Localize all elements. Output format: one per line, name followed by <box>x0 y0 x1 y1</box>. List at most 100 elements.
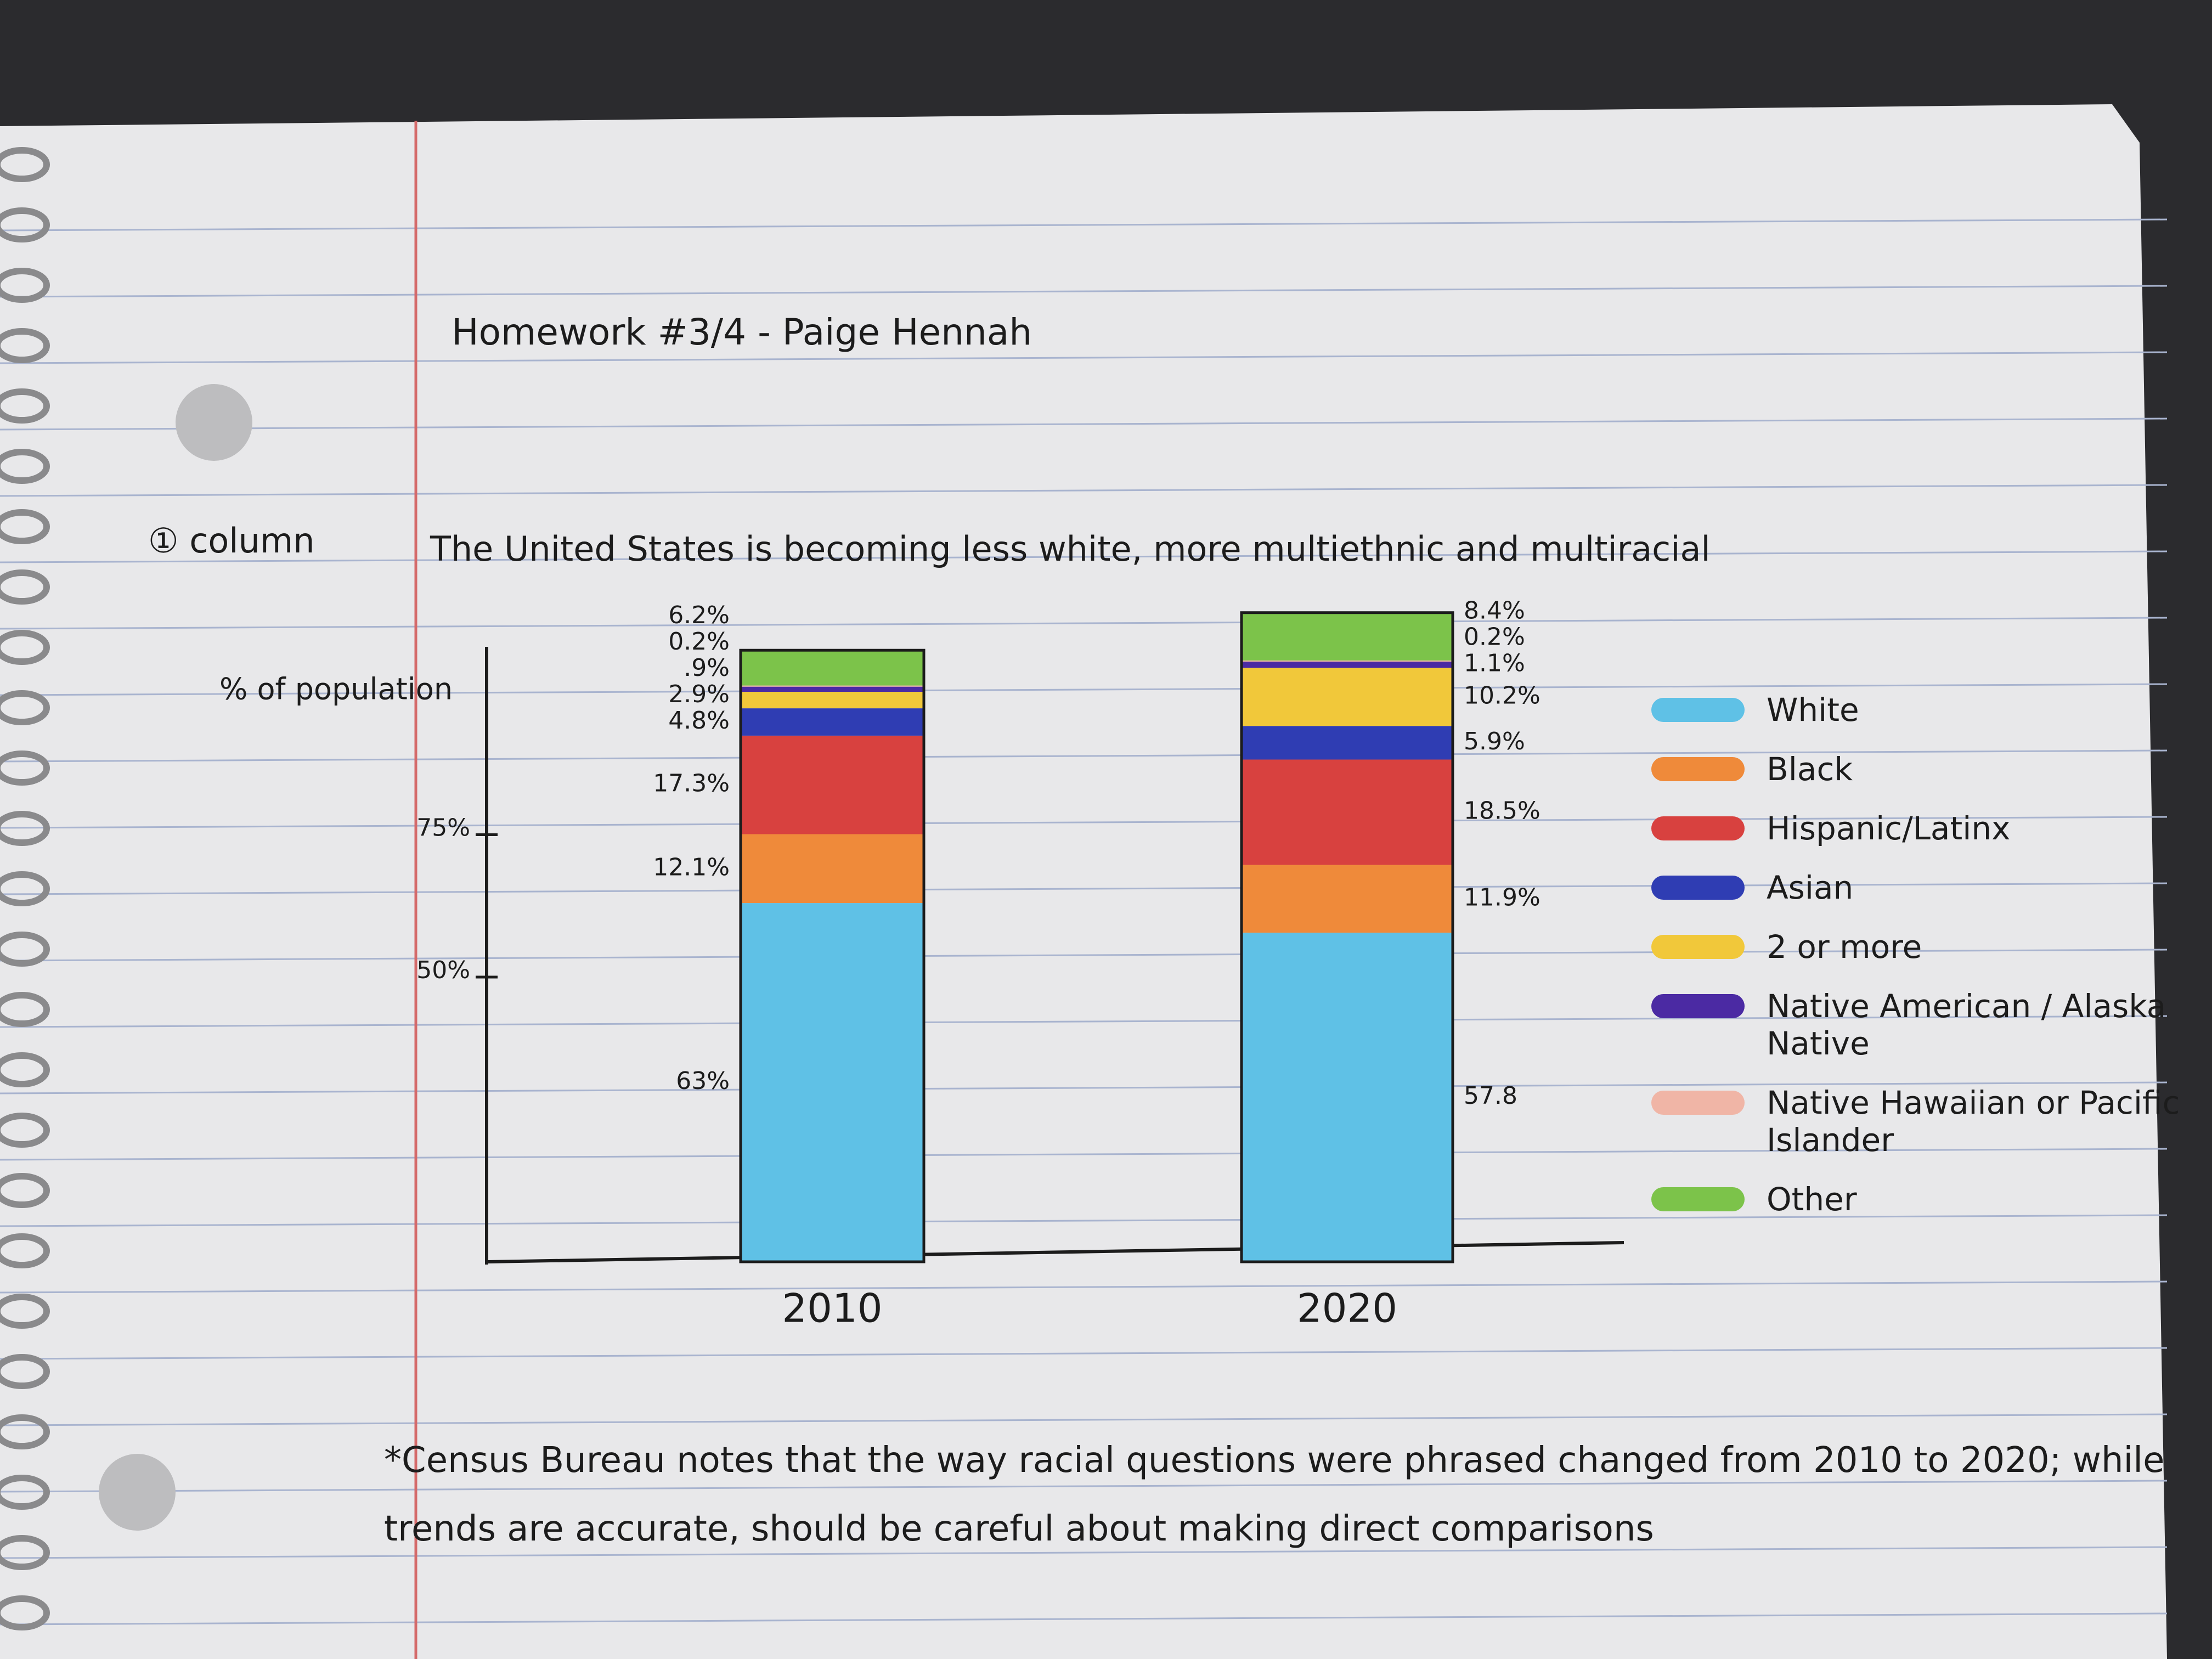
bar-segment <box>1242 661 1453 668</box>
legend-swatch <box>1651 935 1745 959</box>
bar-segment <box>741 650 924 686</box>
value-label: 1.1% <box>1464 650 1525 678</box>
ruled-line <box>0 550 2168 563</box>
spiral-ring <box>0 811 50 846</box>
spiral-ring <box>0 1233 50 1268</box>
ruled-line <box>0 218 2168 232</box>
bar-segment <box>741 691 924 709</box>
ruled-line <box>0 1612 2168 1626</box>
legend-label: Other <box>1767 1181 1857 1218</box>
value-label: 0.2% <box>1464 623 1525 651</box>
value-label: 10.2% <box>1464 681 1541 709</box>
spiral-ring <box>0 328 50 363</box>
ruled-line <box>0 683 2168 696</box>
ruled-line <box>0 882 2168 895</box>
y-tick-label: 75% <box>416 814 470 842</box>
spiral-ring <box>0 932 50 967</box>
bar-segment <box>1242 612 1453 661</box>
spiral-ring <box>0 449 50 484</box>
ruled-line <box>0 1148 2168 1161</box>
ruled-line <box>0 749 2168 763</box>
punch-hole <box>99 1454 176 1531</box>
spiral-ring <box>0 630 50 665</box>
bar-outline <box>1240 611 1454 1263</box>
spiral-ring <box>0 1113 50 1148</box>
legend-item: 2 or more <box>1651 928 2194 966</box>
bar-segment <box>741 735 924 834</box>
ruled-line <box>0 1347 2168 1360</box>
ruled-line <box>0 417 2168 431</box>
ruled-line <box>0 1546 2168 1559</box>
spiral-ring <box>0 992 50 1027</box>
ruled-line <box>0 617 2168 630</box>
y-axis-label: % of population <box>219 672 453 707</box>
legend-label: Black <box>1767 751 1853 788</box>
spiral-ring <box>0 751 50 786</box>
plot: 50%75%63%12.1%17.3%4.8%2.9%.9%0.2%6.2%20… <box>416 597 1541 1331</box>
ruled-line <box>0 1280 2168 1294</box>
ruled-line <box>0 1413 2168 1426</box>
legend-label: Hispanic/Latinx <box>1767 810 2011 847</box>
x-tick-label: 2020 <box>1297 1285 1397 1331</box>
value-label: 18.5% <box>1464 797 1541 825</box>
bar-segment <box>741 708 924 736</box>
bar-segment <box>1242 865 1453 933</box>
ruled-line <box>0 816 2168 829</box>
section-label: ① column <box>148 521 315 561</box>
bar-segment <box>741 834 924 904</box>
bar-segment <box>1242 668 1453 726</box>
spiral-ring <box>0 509 50 544</box>
chart-title: The United States is becoming less white… <box>430 529 1711 569</box>
value-label: .9% <box>684 654 730 682</box>
legend: White Black Hispanic/Latinx Asian 2 or more N… <box>1651 691 2194 1240</box>
value-label: 5.9% <box>1464 727 1525 755</box>
spiral-ring <box>0 1173 50 1208</box>
legend-swatch <box>1651 876 1745 900</box>
spiral-ring <box>0 1414 50 1449</box>
ruled-line <box>0 285 2168 298</box>
legend-swatch <box>1651 1091 1745 1115</box>
spiral-ring <box>0 1354 50 1389</box>
spiral-ring <box>0 147 50 182</box>
spiral-ring <box>0 268 50 303</box>
value-label: 63% <box>676 1067 730 1095</box>
legend-label: 2 or more <box>1767 928 1922 966</box>
ruled-line <box>0 949 2168 962</box>
bar-segment <box>741 903 924 1262</box>
value-label: 4.8% <box>668 707 730 735</box>
bar-segment <box>1242 660 1453 662</box>
legend-label: Native American / Alaska Native <box>1767 988 2166 1062</box>
spiral-ring <box>0 1052 50 1087</box>
legend-swatch <box>1651 994 1745 1018</box>
legend-label: Native Hawaiian or Pacific Islander <box>1767 1084 2180 1159</box>
value-label: 2.9% <box>668 680 730 708</box>
legend-item: Hispanic/Latinx <box>1651 810 2194 847</box>
header-title: Homework #3/4 - Paige Hennah <box>452 311 1032 353</box>
spiral-ring <box>0 1595 50 1630</box>
value-label: 8.4% <box>1464 597 1525 625</box>
value-label: 12.1% <box>653 853 730 881</box>
legend-swatch <box>1651 1187 1745 1211</box>
spiral-ring <box>0 1535 50 1570</box>
bar-segment <box>1242 726 1453 760</box>
ruled-line <box>0 1081 2168 1094</box>
spiral-ring <box>0 690 50 725</box>
ruled-line <box>0 484 2168 497</box>
x-tick-label: 2010 <box>782 1285 882 1331</box>
legend-label: White <box>1767 691 1859 729</box>
ruled-line <box>0 351 2168 364</box>
bar-segment <box>1242 759 1453 865</box>
value-label: 17.3% <box>653 770 730 798</box>
punch-hole <box>176 384 252 461</box>
value-label: 0.2% <box>668 628 730 656</box>
value-label: 6.2% <box>668 601 730 629</box>
footnote: *Census Bureau notes that the way racial… <box>384 1440 2165 1549</box>
ruled-lines <box>0 218 2168 1626</box>
legend-item: Other <box>1651 1181 2194 1218</box>
legend-swatch <box>1651 816 1745 840</box>
value-label: 57.8 <box>1464 1082 1517 1110</box>
ruled-line <box>0 1015 2168 1028</box>
ruled-line <box>0 1480 2168 1493</box>
